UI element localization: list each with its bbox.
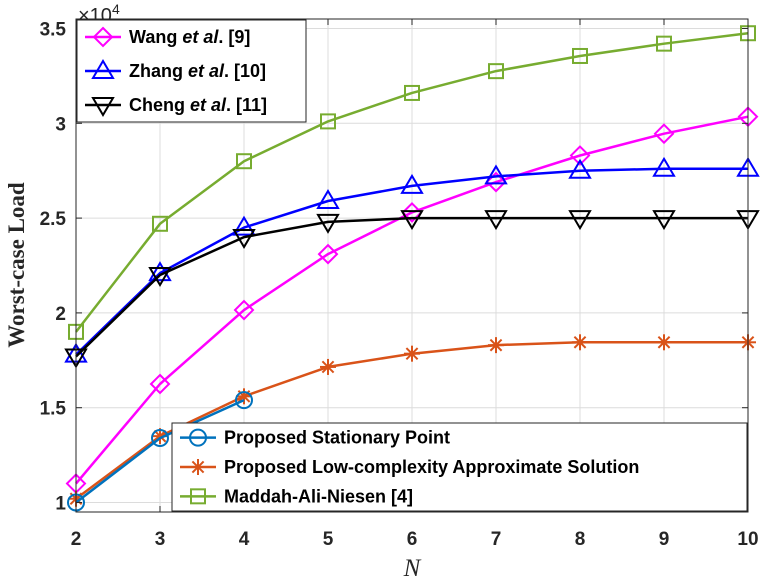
- legend-label-cheng: Cheng et al. [11]: [129, 95, 267, 115]
- data-point-maddah: [488, 63, 504, 80]
- y-tick-label: 2: [55, 304, 66, 325]
- y-tick-label: 2.5: [40, 209, 67, 230]
- data-point-lowcomplexity: [404, 345, 420, 362]
- data-point-wang: [569, 145, 591, 166]
- data-point-cheng: [232, 229, 256, 250]
- legend-marker-zhang: [91, 59, 115, 79]
- x-tick-label: 4: [239, 529, 250, 550]
- data-point-zhang: [400, 173, 424, 194]
- legend-item-stationary: Proposed Stationary Point: [180, 428, 450, 448]
- legend-box: [171, 422, 748, 512]
- legend-item-maddah: Maddah-Ali-Niesen [4]: [180, 486, 413, 506]
- series-line-maddah: [75, 31, 749, 333]
- series-line-wang: [75, 115, 749, 485]
- y-tick-label: 3.5: [40, 19, 67, 40]
- data-point-zhang: [568, 158, 592, 179]
- x-tick-label: 3: [155, 529, 166, 550]
- legend-bottom-right: Proposed Stationary Point Proposed Low-co…: [171, 422, 748, 512]
- data-point-zhang: [652, 156, 676, 177]
- data-point-lowcomplexity: [572, 334, 588, 351]
- ticks: 2 3 4 5 6 7 8 9 10 1 1.5 2 2.5 3 3.5: [40, 19, 759, 550]
- data-point-wang: [653, 123, 675, 145]
- y-tick-label: 1.5: [40, 399, 67, 420]
- x-tick-label: 2: [71, 529, 82, 550]
- data-point-maddah: [152, 215, 168, 232]
- x-tick-label: 10: [737, 529, 758, 550]
- series-line-zhang: [75, 167, 748, 356]
- legend-marker-maddah: [190, 488, 206, 505]
- data-point-maddah: [236, 153, 252, 170]
- x-tick-label: 6: [407, 529, 418, 550]
- x-tick-label: 5: [323, 529, 334, 550]
- data-point-wang: [233, 299, 255, 321]
- series-line-cheng: [75, 216, 748, 358]
- data-point-maddah: [656, 35, 672, 52]
- legend-marker-lowcomplexity: [190, 459, 206, 475]
- data-point-cheng: [652, 210, 676, 231]
- legend-item-wang: Wang et al. [9]: [85, 26, 250, 48]
- data-point-maddah: [320, 113, 336, 130]
- legend-label-stationary: Proposed Stationary Point: [224, 428, 450, 448]
- data-point-maddah: [572, 47, 588, 64]
- data-point-lowcomplexity: [320, 358, 336, 375]
- y-tick-label: 3: [55, 114, 66, 135]
- data-point-wang: [317, 243, 339, 265]
- legend-item-zhang: Zhang et al. [10]: [85, 59, 266, 81]
- legend-label-zhang: Zhang et al. [10]: [129, 61, 266, 81]
- data-point-cheng: [316, 213, 340, 234]
- data-point-maddah: [404, 84, 420, 101]
- x-tick-label: 8: [575, 529, 586, 550]
- data-point-cheng: [568, 210, 592, 231]
- data-point-cheng: [484, 210, 508, 231]
- legend-item-lowcomplexity: Proposed Low-complexity Approximate Solu…: [180, 457, 639, 477]
- data-point-zhang: [316, 189, 340, 210]
- data-point-stationary: [235, 391, 253, 410]
- y-exponent-power: 4: [112, 1, 120, 17]
- data-point-stationary: [151, 429, 169, 448]
- legend-label-lowcomplexity: Proposed Low-complexity Approximate Solu…: [224, 457, 639, 477]
- data-point-cheng: [400, 210, 424, 231]
- data-point-wang: [485, 171, 507, 193]
- y-axis-label: Worst-case Load: [4, 182, 29, 348]
- data-point-zhang: [232, 215, 256, 236]
- data-point-wang: [149, 373, 171, 395]
- legend-marker-wang: [92, 26, 114, 48]
- data-point-lowcomplexity: [488, 337, 504, 354]
- legend-label-wang: Wang et al. [9]: [129, 27, 250, 47]
- data-point-wang: [401, 201, 423, 223]
- series-line-stationary: [75, 398, 245, 504]
- legend-marker-cheng: [91, 97, 115, 117]
- x-tick-label: 9: [659, 529, 670, 550]
- data-point-cheng: [148, 266, 172, 287]
- x-tick-label: 7: [491, 529, 502, 550]
- legend-label-maddah: Maddah-Ali-Niesen [4]: [224, 486, 413, 506]
- legends: Wang et al. [9] Zhang et al. [10] Cheng et…: [76, 19, 748, 512]
- data-point-lowcomplexity: [656, 334, 672, 351]
- data-point-zhang: [484, 164, 508, 185]
- y-tick-label: 1: [55, 494, 66, 515]
- legend-top-left: Wang et al. [9] Zhang et al. [10] Cheng et…: [76, 19, 307, 123]
- legend-marker-stationary: [189, 428, 207, 447]
- legend-item-cheng: Cheng et al. [11]: [85, 95, 267, 117]
- x-axis-label: N: [403, 555, 422, 582]
